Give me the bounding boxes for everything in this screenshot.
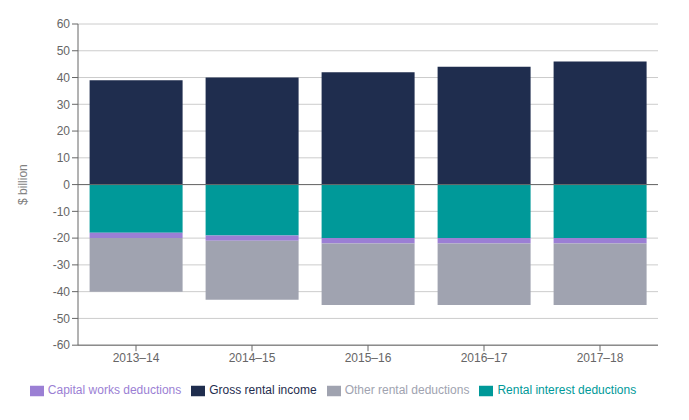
- svg-text:0: 0: [63, 178, 70, 192]
- html-text:Other rental deductions: Other rental deductions: [344, 383, 470, 398]
- svg-text:-40: -40: [53, 285, 71, 299]
- svg-text:$ billion: $ billion: [16, 164, 30, 205]
- svg-text:2016–17: 2016–17: [461, 351, 508, 365]
- html-text:Gross rental income: Gross rental income: [209, 383, 317, 398]
- svg-text:2013–14: 2013–14: [113, 351, 160, 365]
- svg-text:2014–15: 2014–15: [229, 351, 276, 365]
- svg-text:-30: -30: [53, 258, 71, 272]
- svg-text:2017–18: 2017–18: [577, 351, 624, 365]
- html-text:Capital works deductions: Capital works deductions: [47, 383, 182, 398]
- svg-text:30: 30: [57, 98, 71, 112]
- svg-text:20: 20: [57, 124, 71, 138]
- svg-text:-60: -60: [53, 338, 71, 352]
- svg-text:60: 60: [57, 17, 71, 31]
- svg-text:-20: -20: [53, 231, 71, 245]
- html-text:Rental interest deductions: Rental interest deductions: [497, 383, 637, 398]
- svg-text:2015–16: 2015–16: [345, 351, 392, 365]
- svg-text:40: 40: [57, 71, 71, 85]
- svg-text:-50: -50: [53, 312, 71, 326]
- svg-text:-10: -10: [53, 205, 71, 219]
- svg-text:50: 50: [57, 44, 71, 58]
- svg-text:10: 10: [57, 151, 71, 165]
